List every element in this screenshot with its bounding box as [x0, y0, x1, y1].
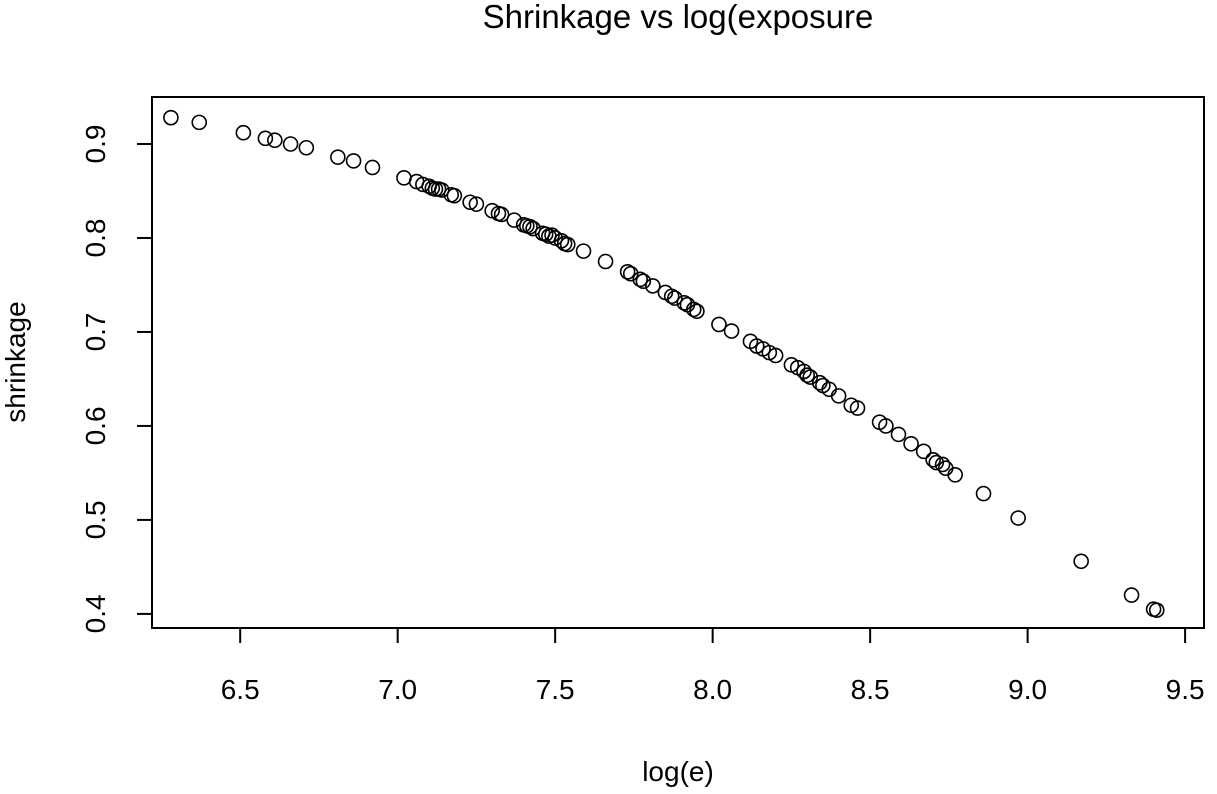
data-point — [890, 426, 907, 443]
data-point — [559, 236, 576, 253]
data-point — [446, 187, 463, 204]
y-tick-label: 0.6 — [80, 406, 111, 445]
data-point — [364, 159, 381, 176]
data-point — [645, 278, 661, 294]
data-point — [282, 136, 299, 152]
data-point — [849, 400, 866, 416]
data-point — [1123, 587, 1140, 603]
x-axis: 6.5 7.0 7.5 8.0 8.5 9.0 9.5 — [221, 627, 1205, 705]
y-tick-label: 0.7 — [80, 312, 111, 351]
data-point — [163, 109, 179, 126]
x-tick-label: 7.5 — [536, 674, 575, 705]
data-point — [468, 196, 485, 212]
data-point — [711, 316, 727, 333]
data-point — [544, 227, 560, 243]
data-point — [619, 264, 636, 280]
data-point — [685, 301, 702, 318]
data-point — [947, 467, 963, 483]
chart-title: Shrinkage vs log(exposure — [483, 0, 874, 35]
data-point — [191, 114, 208, 131]
data-point — [330, 149, 346, 165]
plot-frame — [151, 96, 1205, 629]
data-point — [689, 303, 705, 320]
data-point — [934, 456, 951, 473]
data-point — [537, 226, 554, 243]
data-point — [1010, 510, 1026, 526]
data-point — [622, 265, 639, 282]
data-point — [767, 347, 784, 364]
y-axis: 0.4 0.5 0.6 0.7 0.8 0.9 — [80, 125, 153, 633]
x-tick-label: 9.0 — [1008, 674, 1047, 705]
data-point — [928, 454, 945, 471]
data-point — [433, 182, 450, 198]
data-point — [462, 194, 478, 211]
y-tick-label: 0.5 — [80, 500, 111, 539]
x-axis-label: log(e) — [642, 756, 714, 787]
data-point — [915, 443, 932, 460]
data-point — [493, 206, 510, 223]
data-point — [1148, 602, 1165, 618]
data-point — [667, 290, 683, 306]
data-point — [575, 243, 592, 259]
data-point — [597, 253, 614, 270]
data-point — [878, 418, 894, 434]
x-tick-label: 8.5 — [851, 674, 890, 705]
x-tick-label: 7.0 — [378, 674, 417, 705]
y-tick-label: 0.8 — [80, 219, 111, 258]
y-tick-label: 0.4 — [80, 594, 111, 633]
data-point — [298, 139, 315, 156]
data-point — [975, 485, 992, 502]
data-point — [257, 130, 274, 147]
data-point — [1073, 553, 1089, 570]
data-point — [663, 288, 680, 305]
data-point — [506, 212, 523, 228]
x-tick-label: 9.5 — [1166, 674, 1205, 705]
data-point — [235, 124, 252, 141]
data-point — [632, 271, 649, 288]
x-tick-label: 6.5 — [221, 674, 260, 705]
data-point — [635, 273, 652, 290]
data-points — [163, 109, 1165, 618]
data-point — [802, 369, 819, 385]
data-point — [525, 220, 541, 237]
data-point — [830, 388, 847, 404]
x-tick-label: 8.0 — [693, 674, 732, 705]
data-point — [267, 132, 283, 149]
y-tick-label: 0.9 — [80, 125, 111, 164]
data-point — [723, 323, 740, 339]
data-point — [925, 451, 941, 468]
data-point — [903, 435, 919, 452]
y-axis-label: shrinkage — [0, 301, 31, 422]
data-point — [522, 218, 538, 235]
data-point — [345, 153, 362, 169]
data-point — [799, 367, 815, 383]
